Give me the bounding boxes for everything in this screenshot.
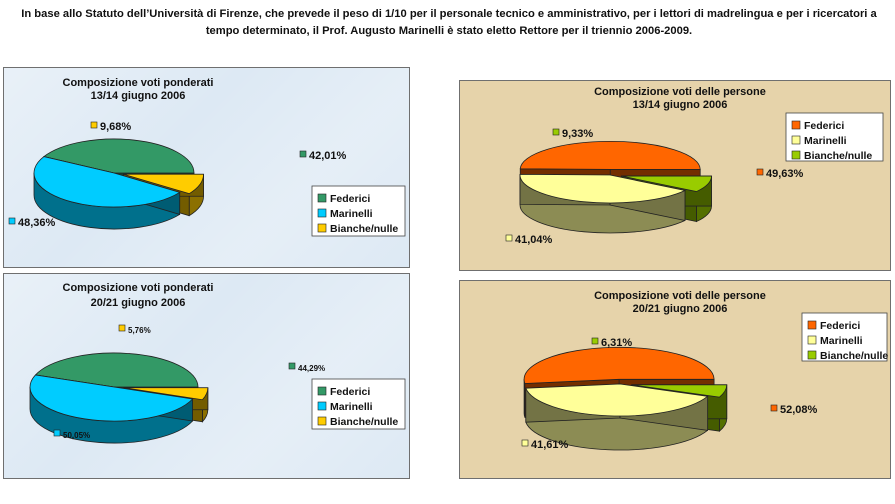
legend-entry-federici: Federici [330, 386, 370, 398]
legend-entry-bianche-nulle: Bianche/nulle [330, 223, 398, 235]
data-label-marinelli: 41,04% [515, 234, 553, 246]
legend-swatch-bianche-nulle [317, 416, 327, 426]
data-label-marker [118, 324, 126, 332]
legend-entry-marinelli: Marinelli [330, 208, 373, 220]
data-label-marker [521, 439, 529, 447]
chart-legend: Federici Marinelli Bianche/nulle [785, 112, 884, 162]
legend-swatch-bianche-nulle [317, 223, 327, 233]
legend-swatch-federici [317, 193, 327, 203]
chart-title-line-2: 13/14 giugno 2006 [633, 99, 728, 111]
data-label-federici: 44,29% [298, 364, 325, 373]
chart-title-line-2: 20/21 giugno 2006 [633, 303, 728, 315]
chart-legend: Federici Marinelli Bianche/nulle [311, 378, 406, 430]
legend-swatch-federici [791, 120, 801, 130]
legend-swatch-marinelli [317, 208, 327, 218]
chart-title-line-1: Composizione voti delle persone [594, 86, 766, 98]
pie-chart-svg: Composizione voti ponderati 20/21 giugno … [29, 282, 406, 444]
pie-slice-marinelli [29, 374, 194, 444]
data-label-marinelli: 41,61% [531, 439, 569, 451]
legend-entry-marinelli: Marinelli [804, 135, 847, 147]
data-label-marker [505, 234, 513, 242]
chart-ponderati-20-21: Composizione voti ponderati 20/21 giugno … [3, 273, 410, 479]
legend-swatch-marinelli [807, 335, 817, 345]
chart-persone-20-21: Composizione voti delle persone 20/21 giu… [459, 280, 891, 479]
chart-legend: Federici Marinelli Bianche/nulle [801, 312, 888, 362]
legend-entry-bianche-nulle: Bianche/nulle [820, 350, 888, 362]
chart-title-line-2: 20/21 giugno 2006 [91, 297, 186, 309]
legend-swatch-bianche-nulle [791, 150, 801, 160]
legend-swatch-marinelli [317, 401, 327, 411]
chart-legend: Federici Marinelli Bianche/nulle [311, 185, 406, 237]
data-label-marker [53, 429, 61, 437]
chart-title-line-1: Composizione voti delle persone [594, 290, 766, 302]
data-label-bianche-nulle: 9,68% [100, 121, 131, 133]
header-line-1: In base allo Statuto dell’Università di … [21, 8, 877, 20]
legend-entry-marinelli: Marinelli [820, 335, 863, 347]
pie-slice-marinelli [525, 383, 709, 451]
header-line-2: tempo determinato, il Prof. Augusto Mari… [205, 25, 693, 37]
data-label-marker [8, 217, 16, 225]
data-label-marker [591, 337, 599, 345]
chart-persone-13-14: Composizione voti delle persone 13/14 giu… [459, 80, 891, 271]
data-label-marker [756, 168, 764, 176]
legend-swatch-marinelli [791, 135, 801, 145]
data-label-bianche-nulle: 9,33% [562, 128, 593, 140]
chart-title-line-1: Composizione voti ponderati [63, 77, 214, 89]
data-label-federici: 42,01% [309, 150, 347, 162]
legend-entry-federici: Federici [804, 120, 844, 132]
data-label-marinelli: 48,36% [18, 217, 56, 229]
legend-entry-bianche-nulle: Bianche/nulle [330, 416, 398, 428]
data-label-marker [288, 362, 296, 370]
data-label-marker [299, 150, 307, 158]
legend-entry-marinelli: Marinelli [330, 401, 373, 413]
data-label-marinelli: 50,05% [63, 431, 90, 440]
data-label-federici: 49,63% [766, 168, 804, 180]
legend-swatch-federici [807, 320, 817, 330]
data-label-marker [90, 121, 98, 129]
legend-swatch-federici [317, 386, 327, 396]
pie-slice-marinelli [519, 173, 687, 234]
legend-entry-federici: Federici [330, 193, 370, 205]
data-label-federici: 52,08% [780, 404, 818, 416]
data-label-bianche-nulle: 5,76% [128, 326, 151, 335]
legend-swatch-bianche-nulle [807, 350, 817, 360]
pie-slice-marinelli [33, 156, 181, 230]
chart-title-line-2: 13/14 giugno 2006 [91, 90, 186, 102]
data-label-bianche-nulle: 6,31% [601, 337, 632, 349]
legend-entry-bianche-nulle: Bianche/nulle [804, 150, 872, 162]
page-header: In base allo Statuto dell’Università di … [14, 6, 884, 40]
legend-entry-federici: Federici [820, 320, 860, 332]
data-label-marker [552, 128, 560, 136]
data-label-marker [770, 404, 778, 412]
chart-ponderati-13-14: Composizione voti ponderati 13/14 giugno … [3, 67, 410, 268]
chart-title-line-1: Composizione voti ponderati [63, 282, 214, 294]
